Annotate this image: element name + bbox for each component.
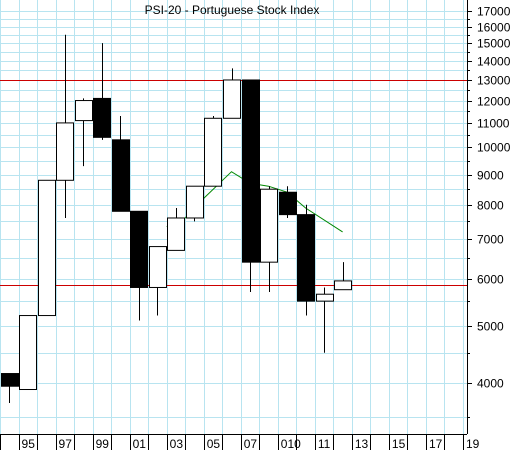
x-tick-label: 99 [96, 437, 110, 451]
candle-body-down [279, 191, 297, 216]
y-tick-label: 15000 [477, 37, 511, 51]
x-tick-label: 05 [207, 437, 221, 451]
x-tick-label: 19 [466, 437, 480, 451]
x-tick-label: 010 [281, 437, 301, 451]
y-tick-label: 14000 [477, 55, 511, 69]
candle-body-up [75, 100, 93, 122]
candle-body-up [56, 122, 74, 181]
candle-body-down [112, 139, 130, 212]
y-tick-label: 16000 [477, 21, 511, 35]
x-tick-label: 07 [244, 437, 258, 451]
candle-body-up [204, 117, 222, 187]
chart-title: PSI-20 - Portuguese Stock Index [145, 3, 320, 17]
candle-body-down [242, 79, 260, 263]
candle-body-down [297, 214, 315, 302]
candle-body-down [1, 373, 19, 387]
y-tick-label: 6000 [477, 273, 504, 287]
candle-body-down [130, 210, 148, 288]
candle-body-up [223, 79, 241, 119]
y-tick-label: 12000 [477, 95, 511, 109]
y-tick-label: 7000 [477, 233, 504, 247]
x-tick-label: 15 [392, 437, 406, 451]
x-tick-label: 17 [429, 437, 443, 451]
y-tick-label: 9000 [477, 169, 504, 183]
candle-body-down [93, 97, 111, 138]
candle-body-up [260, 188, 278, 263]
x-tick-label: 01 [133, 437, 147, 451]
candle-body-up [334, 280, 352, 291]
x-tick-label: 95 [22, 437, 36, 451]
y-tick-label: 10000 [477, 141, 511, 155]
x-tick-label: 03 [170, 437, 184, 451]
y-tick-label: 17000 [477, 5, 511, 19]
x-tick-label: 97 [59, 437, 73, 451]
x-tick-label: 11 [318, 437, 331, 451]
candles [1, 34, 352, 404]
candle-body-up [316, 293, 334, 302]
y-tick-label: 13000 [477, 74, 511, 88]
candle-body-up [38, 179, 56, 317]
candle-body-up [167, 217, 185, 251]
y-tick-label: 5000 [477, 320, 504, 334]
grid [0, 0, 467, 434]
candle-body-up [149, 246, 167, 288]
y-tick-label: 8000 [477, 199, 504, 213]
axes: 4000 5000 6000 7000 8000 9000 10000 11000 12000 1… [0, 0, 511, 451]
candle-body-up [186, 185, 204, 219]
candle-body-up [19, 315, 37, 391]
x-tick-label: 13 [355, 437, 369, 451]
y-tick-label: 4000 [477, 377, 504, 391]
y-tick-label: 11000 [477, 117, 510, 131]
